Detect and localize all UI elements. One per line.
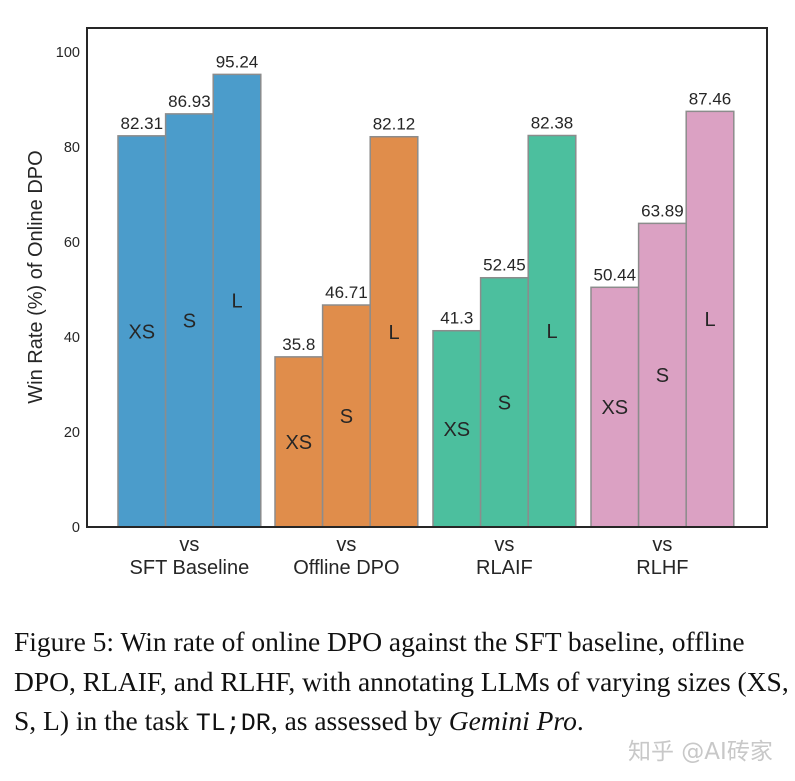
- x-tick-label: RLAIF: [476, 557, 533, 579]
- size-label: L: [704, 309, 715, 331]
- x-tick-label: RLHF: [636, 557, 688, 579]
- caption-task: TL;DR: [195, 709, 271, 738]
- size-label: S: [656, 365, 669, 387]
- value-label: 86.93: [168, 92, 211, 111]
- size-label: S: [498, 392, 511, 414]
- bar-l: [369, 135, 419, 528]
- bar-s: [164, 113, 214, 528]
- y-tick-label: 80: [64, 140, 80, 156]
- caption-text-2: , as assessed by: [270, 705, 449, 736]
- size-label: XS: [285, 432, 312, 454]
- y-tick-label: 0: [72, 520, 80, 536]
- value-label: 87.46: [689, 89, 732, 108]
- watermark: 知乎 @AI砖家: [628, 739, 773, 765]
- size-label: L: [546, 321, 557, 343]
- size-label: L: [388, 322, 399, 344]
- y-tick-label: 60: [64, 235, 80, 251]
- caption-model: Gemini Pro: [448, 705, 577, 736]
- y-tick-label: 40: [64, 330, 80, 346]
- y-axis-label: Win Rate (%) of Online DPO: [25, 150, 47, 403]
- size-label: S: [340, 406, 353, 428]
- x-tick-label-top: vs: [494, 534, 514, 556]
- plot-frame: [86, 27, 768, 528]
- bar-s: [479, 276, 529, 528]
- value-label: 35.8: [282, 335, 315, 354]
- bar-xs: [590, 286, 640, 528]
- caption-text: Figure 5: Win rate of online DPO against…: [14, 626, 789, 736]
- x-tick-label-top: vs: [179, 534, 199, 556]
- size-label: XS: [601, 397, 628, 419]
- size-label: XS: [443, 419, 470, 441]
- value-label: 52.45: [483, 256, 526, 275]
- bar-l: [212, 73, 262, 528]
- x-tick-label: Offline DPO: [293, 557, 399, 579]
- figure-caption: Figure 5: Win rate of online DPO against…: [14, 622, 789, 744]
- value-label: 82.38: [531, 113, 574, 132]
- y-tick-label: 20: [64, 425, 80, 441]
- x-tick-label-top: vs: [652, 534, 672, 556]
- bar-xs: [117, 135, 167, 528]
- caption-suffix: .: [576, 705, 584, 736]
- bar-l: [685, 110, 735, 528]
- value-label: 95.24: [216, 52, 259, 71]
- y-tick-label: 100: [56, 45, 80, 61]
- value-label: 46.71: [325, 283, 368, 302]
- size-label: XS: [128, 321, 155, 343]
- value-label: 82.12: [373, 115, 416, 134]
- x-tick-label-top: vs: [336, 534, 356, 556]
- size-label: L: [231, 291, 242, 313]
- value-label: 41.3: [440, 309, 473, 328]
- size-label: S: [183, 310, 196, 332]
- value-label: 82.31: [121, 114, 164, 133]
- x-tick-label: SFT Baseline: [130, 557, 250, 579]
- value-label: 50.44: [594, 265, 637, 284]
- value-label: 63.89: [641, 201, 684, 220]
